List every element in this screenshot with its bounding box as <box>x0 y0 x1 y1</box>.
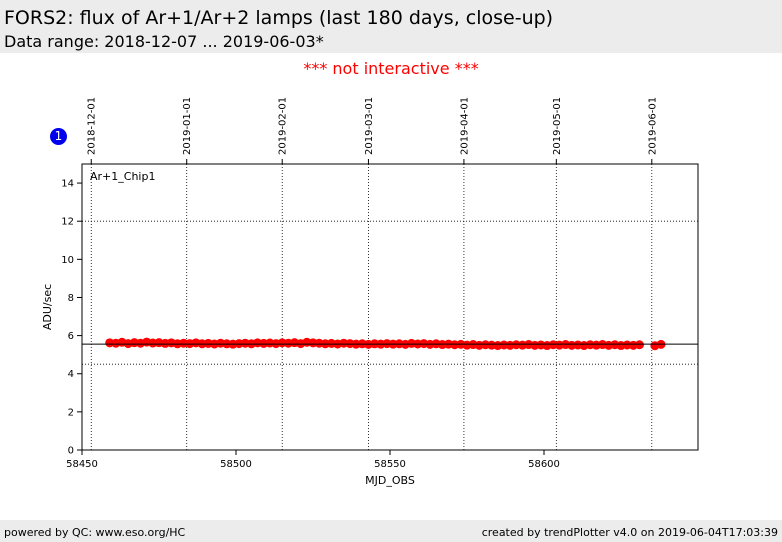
date-tick-label: 2018-12-01 <box>87 97 98 155</box>
not-interactive-notice: *** not interactive *** <box>303 59 479 78</box>
grid-layer <box>90 164 653 450</box>
y-tick-label: 4 <box>68 369 74 380</box>
y-tick-label: 6 <box>68 331 74 342</box>
footer-created-by: created by trendPlotter v4.0 on 2019-06-… <box>481 526 778 539</box>
date-tick-label: 2019-06-01 <box>647 97 658 155</box>
y-tick-label: 8 <box>68 293 74 304</box>
date-tick-label: 2019-02-01 <box>278 97 289 155</box>
x-tick-label: 58450 <box>66 459 98 470</box>
chart-number-badge: 1 <box>50 128 67 145</box>
plot-frame <box>81 163 699 451</box>
x-tick-label: 58600 <box>528 459 560 470</box>
date-tick-label: 2019-04-01 <box>459 97 470 155</box>
panel-label: Ar+1_Chip1 <box>90 170 155 183</box>
x-axis-label: MJD_OBS <box>365 474 415 487</box>
x-ticks-layer: 58450 58500 58550 58600 <box>66 450 560 470</box>
x-tick-label: 58550 <box>374 459 406 470</box>
date-ticks-layer: 2018-12-01 2019-01-01 2019-02-01 2019-03-01… <box>87 97 658 164</box>
y-tick-label: 2 <box>68 407 74 418</box>
y-tick-label: 14 <box>61 179 74 190</box>
y-tick-label: 0 <box>68 446 74 457</box>
footer-bar: powered by QC: www.eso.org/HC created by… <box>0 520 782 542</box>
date-tick-label: 2019-05-01 <box>552 97 563 155</box>
y-axis-label: ADU/sec <box>41 284 54 330</box>
page-subtitle: Data range: 2018-12-07 ... 2019-06-03* <box>4 32 324 51</box>
threshold-layer <box>82 220 698 365</box>
header-bar: FORS2: flux of Ar+1/Ar+2 lamps (last 180… <box>0 0 782 53</box>
y-tick-label: 12 <box>61 217 74 228</box>
x-tick-label: 58500 <box>220 459 252 470</box>
data-point <box>634 340 644 350</box>
date-tick-label: 2019-03-01 <box>364 97 375 155</box>
footer-powered-by: powered by QC: www.eso.org/HC <box>4 526 186 539</box>
y-tick-label: 10 <box>61 255 74 266</box>
date-tick-label: 2019-01-01 <box>182 97 193 155</box>
points-layer <box>82 337 698 351</box>
page-title: FORS2: flux of Ar+1/Ar+2 lamps (last 180… <box>4 7 554 29</box>
y-ticks-layer: 0 2 4 6 8 10 12 14 <box>61 179 82 457</box>
